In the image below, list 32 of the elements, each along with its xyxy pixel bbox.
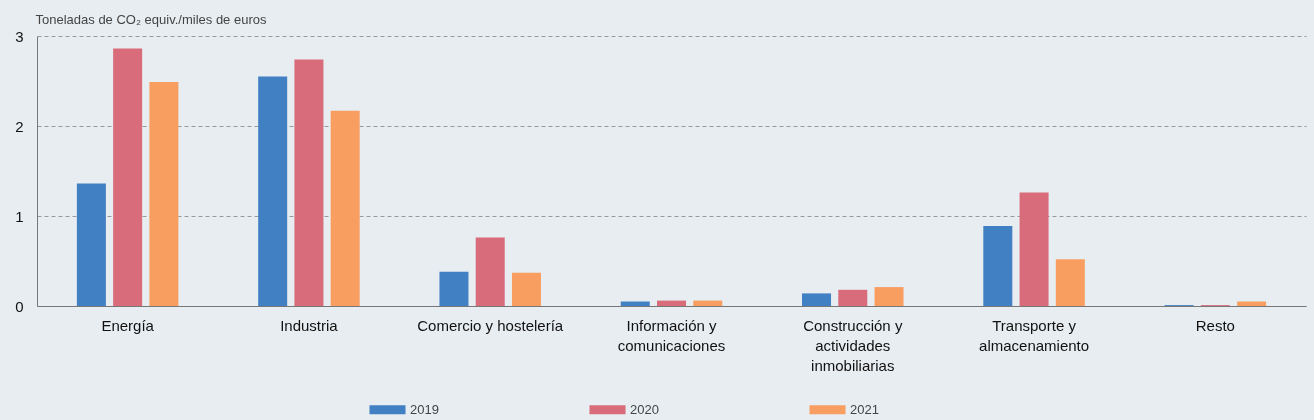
x-tick-label: Comercio y hostelería: [417, 316, 564, 334]
bar: [439, 271, 469, 306]
bar: [149, 81, 179, 306]
y-tick-label: 1: [15, 207, 24, 225]
x-tick-label: Industria: [280, 316, 339, 334]
y-tick-label: 2: [15, 117, 24, 135]
x-tick-label: Construcción y actividades inmobiliarias: [803, 316, 903, 374]
bar: [983, 225, 1013, 306]
y-tick-label: 3: [15, 27, 24, 45]
x-tick-label: Energía: [101, 316, 155, 334]
x-tick-label: Transporte y almacenamiento: [979, 316, 1090, 354]
bar: [294, 59, 324, 306]
bar: [802, 293, 832, 306]
bar: [330, 110, 360, 306]
bar: [258, 76, 288, 306]
x-tick-label: Resto: [1195, 316, 1235, 334]
bar: [657, 300, 686, 306]
bar: [1055, 259, 1085, 306]
bar: [511, 272, 541, 306]
bar: [874, 287, 904, 306]
bar: [838, 289, 868, 306]
legend-label: 2020: [630, 401, 659, 417]
bar: [1019, 192, 1049, 306]
legend-label: 2021: [850, 401, 879, 417]
bar: [76, 183, 106, 306]
x-tick-label: Información y comunicaciones: [617, 316, 726, 354]
bar: [693, 300, 723, 306]
y-tick-label: 0: [15, 297, 24, 315]
bar: [113, 48, 143, 306]
legend-label: 2019: [410, 401, 439, 417]
bar: [475, 237, 505, 306]
y-axis-title: Toneladas de CO₂ equiv./miles de euros: [35, 11, 267, 27]
